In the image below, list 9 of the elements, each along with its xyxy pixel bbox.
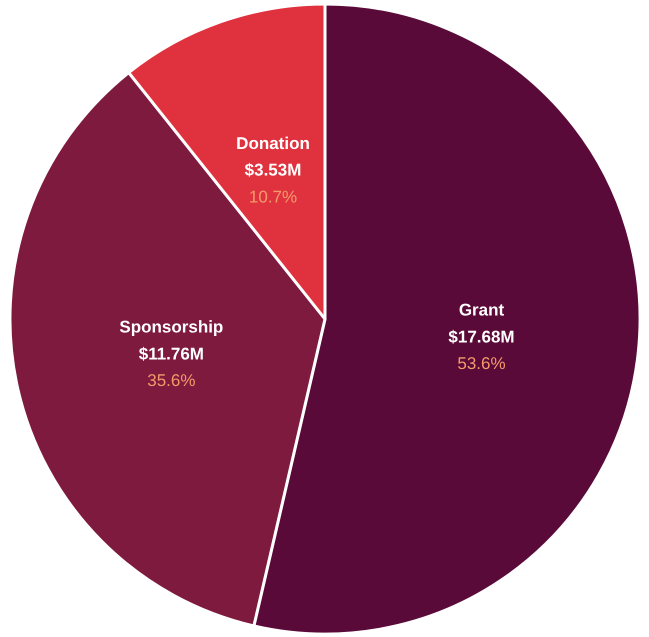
text: 53.6%	[457, 354, 506, 374]
text: 10.7%	[248, 187, 298, 206]
slice-label: Grant	[458, 300, 505, 320]
data-label: $3.53M	[244, 160, 302, 180]
text: 35.6%	[147, 371, 196, 390]
data-label: $17.68M	[448, 327, 515, 346]
slice-label: Sponsorship	[119, 317, 224, 336]
slice-label: Donation	[236, 134, 310, 153]
data-label: $11.76M	[138, 344, 204, 364]
